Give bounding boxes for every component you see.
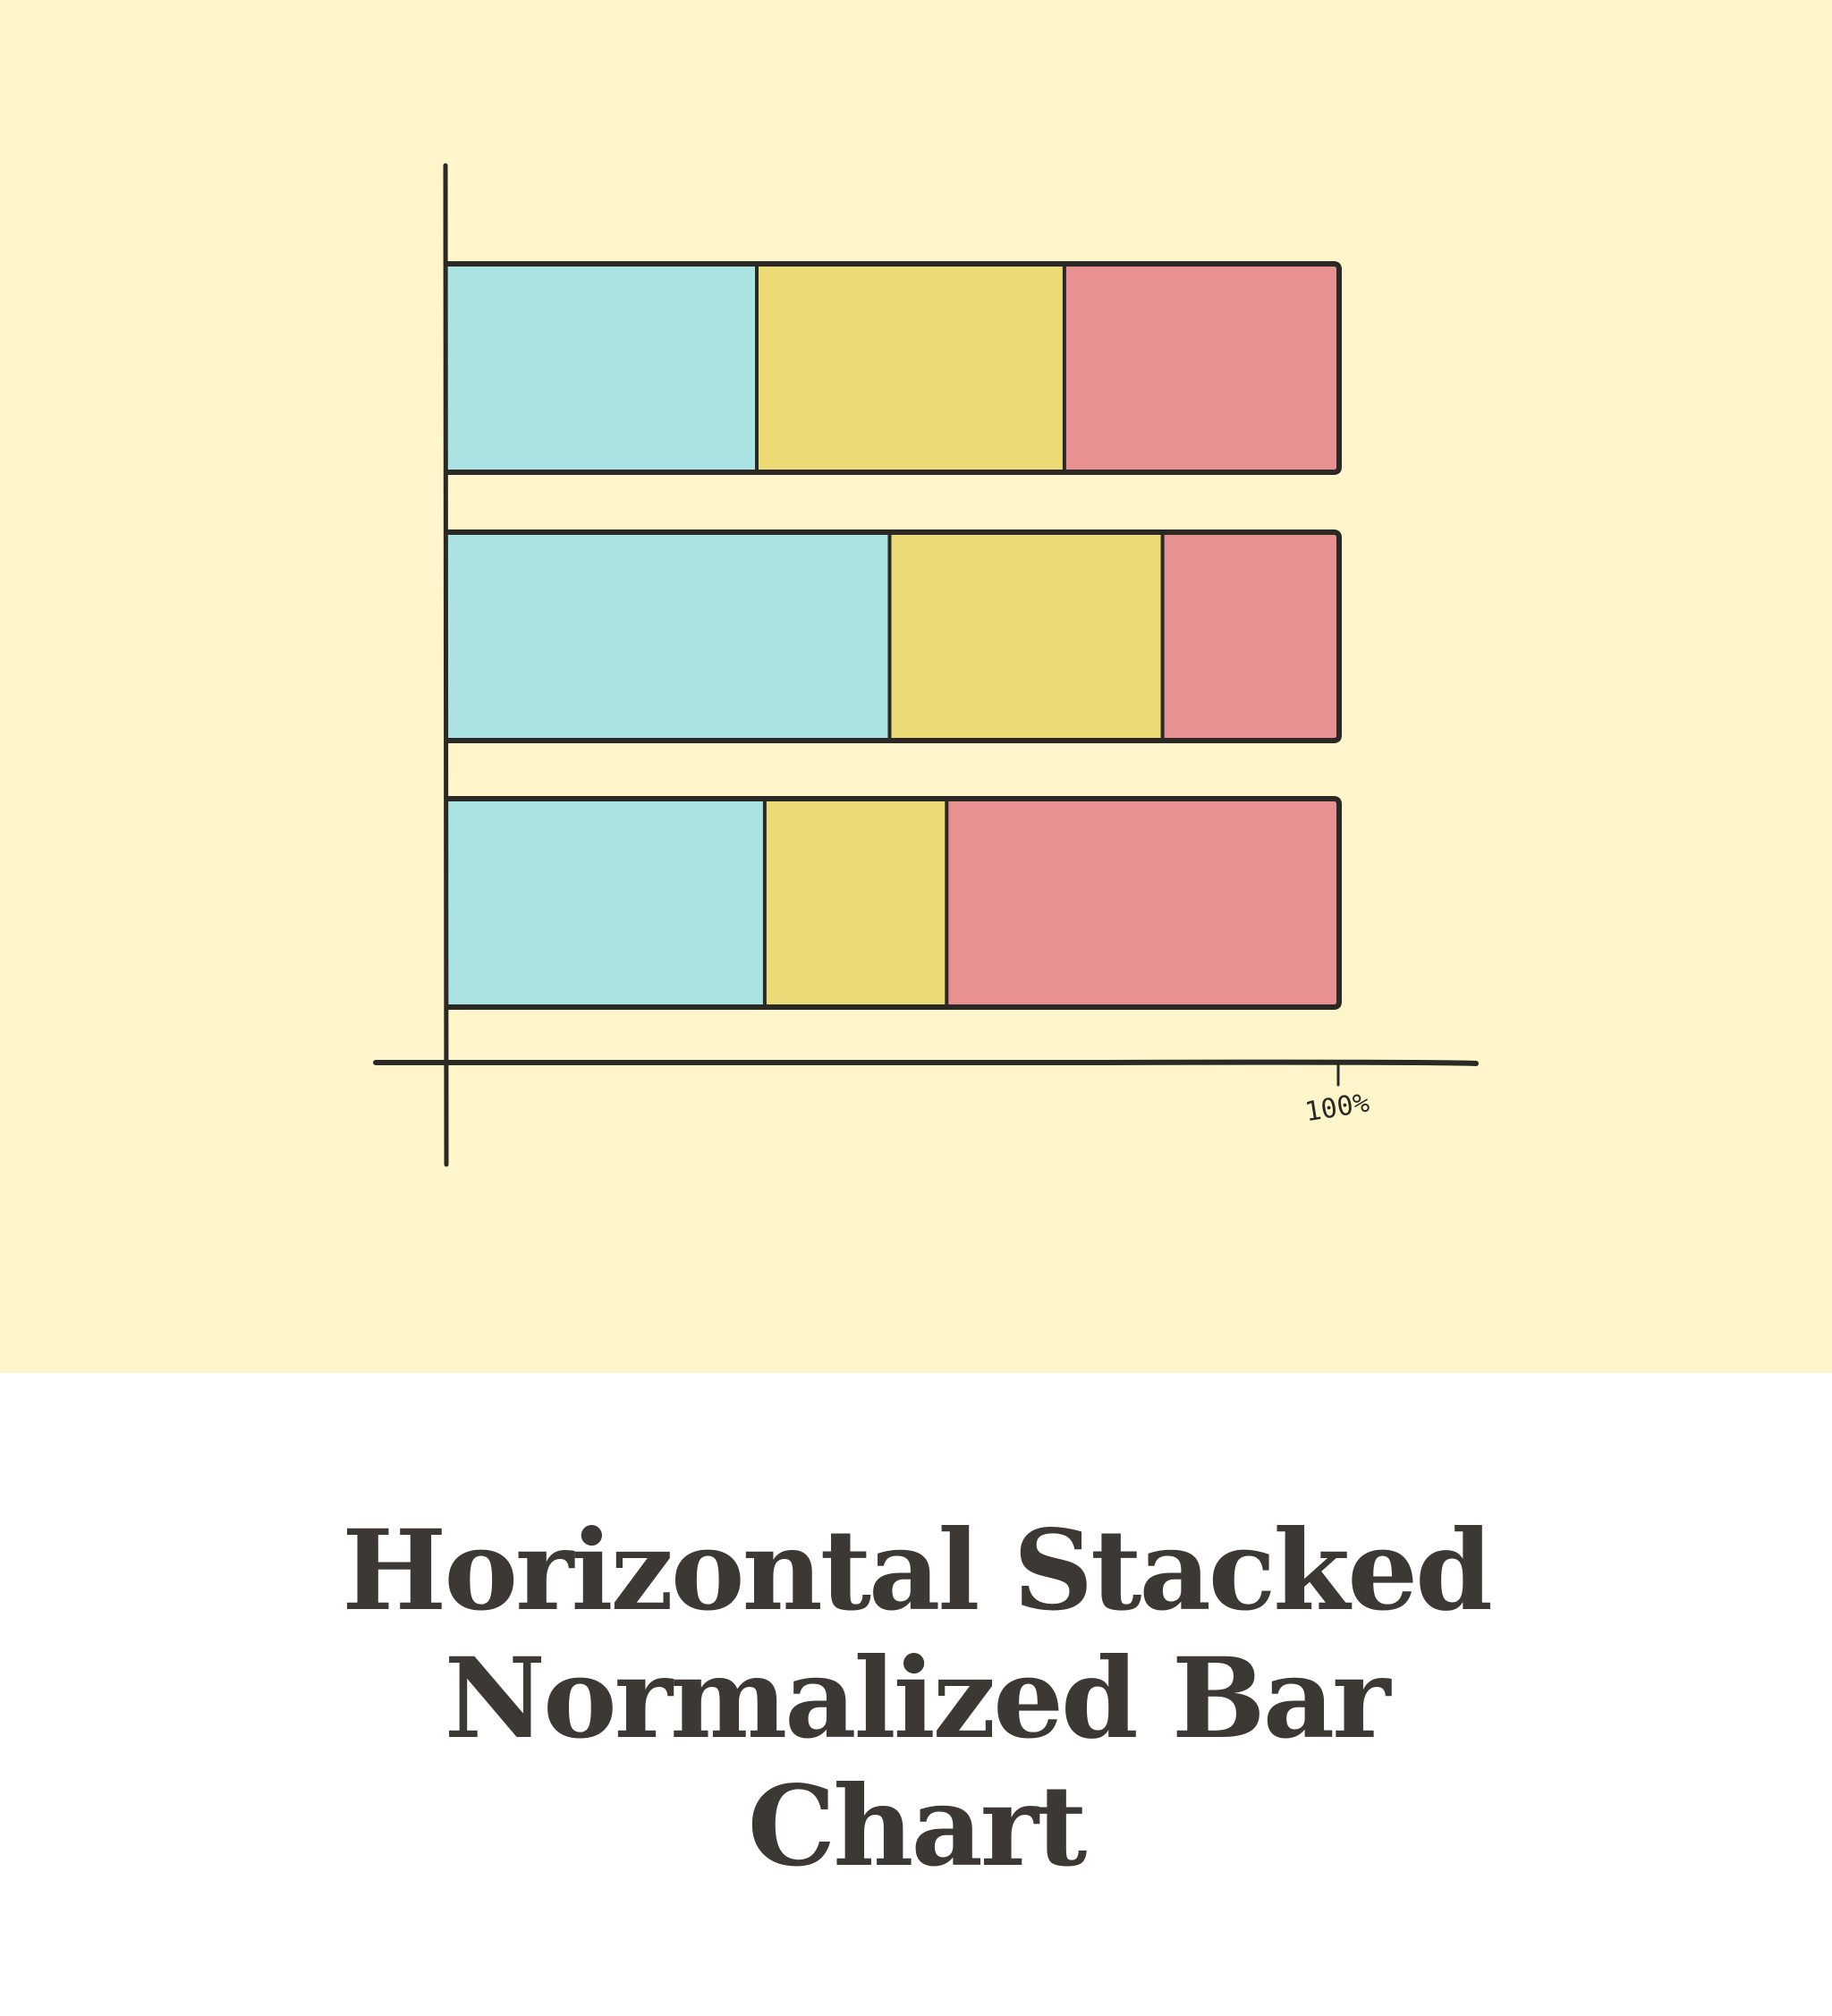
stacked-bar-chart: 100% — [373, 163, 1479, 1167]
bar-1-segment-2 — [757, 264, 1064, 472]
bar-2-segment-2 — [889, 532, 1163, 741]
bar-3-outline — [445, 796, 1342, 1010]
y-axis — [443, 163, 449, 1167]
bar-2-segment-3 — [1162, 532, 1339, 741]
bar-3-segment-3 — [946, 799, 1339, 1007]
bar-1-segment-1 — [447, 264, 757, 472]
bar-3-segment-2 — [764, 799, 947, 1007]
chart-panel: 100% — [0, 0, 1832, 1373]
bar-1-segment-3 — [1064, 264, 1339, 472]
bar-2-segment-1 — [447, 532, 890, 741]
bars-layer — [445, 261, 1342, 1010]
chart-caption-title: Horizontal Stacked Normalized Bar Chart — [342, 1506, 1493, 1892]
x-tick-label-100: 100% — [1302, 1088, 1371, 1129]
caption-area: Horizontal Stacked Normalized Bar Chart — [0, 1373, 1832, 2016]
bar-3-segment-1 — [447, 799, 765, 1007]
bar-1-outline — [445, 261, 1342, 475]
bar-2-outline — [445, 529, 1342, 743]
